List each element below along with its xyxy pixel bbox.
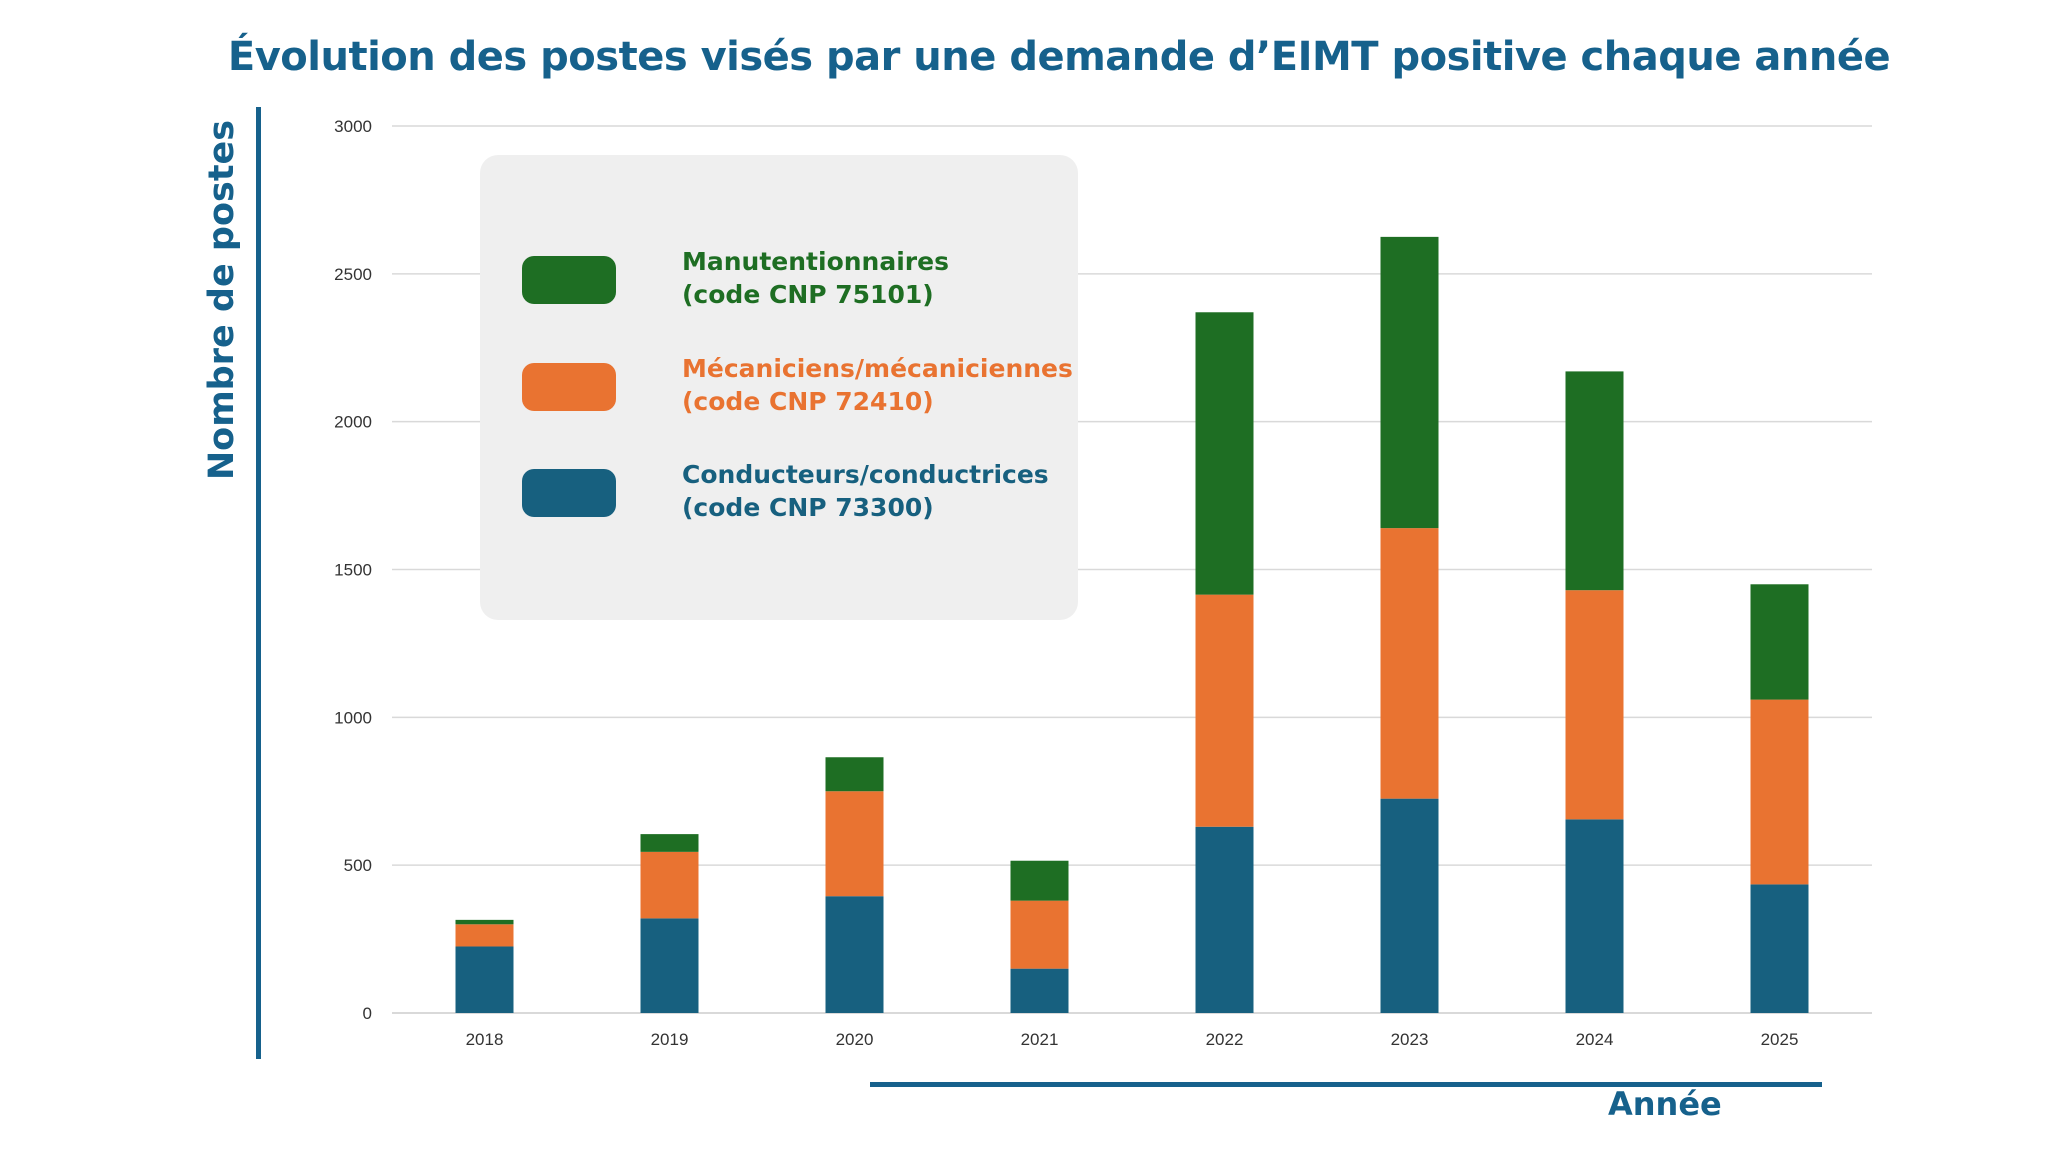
x-tick-label: 2019 (651, 1030, 689, 1049)
bar-segment-2021-series-2 (1010, 860, 1069, 901)
legend-name: Mécaniciens/mécaniciennes (682, 354, 1073, 383)
bar-segment-2024-series-1 (1565, 590, 1624, 820)
legend-name: Conducteurs/conductrices (682, 460, 1049, 489)
legend-label-conducteurs: Conducteurs/conductrices (code CNP 73300… (682, 458, 1122, 524)
x-tick-label: 2022 (1206, 1030, 1244, 1049)
x-tick-label: 2023 (1391, 1030, 1429, 1049)
bars (455, 236, 1809, 1013)
bar-segment-2019-series-1 (640, 851, 699, 919)
legend: Manutentionnaires (code CNP 75101) Mécan… (480, 155, 1078, 620)
x-tick-label: 2020 (836, 1030, 874, 1049)
y-tick-label: 3000 (334, 117, 372, 136)
y-tick-label: 500 (344, 856, 372, 875)
bar-segment-2023-series-0 (1380, 798, 1439, 1013)
x-axis-ticks: 2018 2019 2020 2021 2022 2023 2024 2025 (466, 1030, 1799, 1049)
bar-segment-2025-series-0 (1750, 884, 1809, 1013)
bar-segment-2022-series-0 (1195, 826, 1254, 1013)
y-tick-label: 2500 (334, 265, 372, 284)
y-tick-label: 0 (363, 1004, 372, 1023)
x-axis-title: Année (1608, 1085, 1722, 1123)
bar-segment-2024-series-2 (1565, 371, 1624, 591)
bar-segment-2018-series-1 (455, 924, 514, 947)
bar-segment-2018-series-2 (455, 919, 514, 925)
bar-segment-2018-series-0 (455, 946, 514, 1013)
legend-code: (code CNP 75101) (682, 280, 934, 309)
y-axis-accent-line (256, 107, 261, 1059)
bar-segment-2025-series-1 (1750, 699, 1809, 885)
bar-segment-2021-series-1 (1010, 900, 1069, 969)
bar-segment-2020-series-0 (825, 896, 884, 1013)
bar-segment-2024-series-0 (1565, 819, 1624, 1013)
legend-label-manutentionnaires: Manutentionnaires (code CNP 75101) (682, 245, 1122, 311)
bar-segment-2020-series-2 (825, 757, 884, 792)
legend-code: (code CNP 72410) (682, 387, 934, 416)
legend-label-mecaniciens: Mécaniciens/mécaniciennes (code CNP 7241… (682, 352, 1122, 418)
chart-title: Évolution des postes visés par une deman… (227, 34, 1891, 80)
bar-segment-2023-series-1 (1380, 528, 1439, 799)
legend-code: (code CNP 73300) (682, 493, 934, 522)
legend-swatch-conducteurs (522, 469, 616, 517)
bar-segment-2019-series-0 (640, 918, 699, 1013)
legend-name: Manutentionnaires (682, 247, 949, 276)
y-axis-title: Nombre de postes (202, 119, 242, 481)
y-tick-label: 1500 (334, 561, 372, 580)
y-axis-ticks: 0 500 1000 1500 2000 2500 3000 (334, 117, 372, 1023)
bar-segment-2022-series-2 (1195, 312, 1254, 595)
legend-swatch-manutentionnaires (522, 256, 616, 304)
x-tick-label: 2024 (1576, 1030, 1614, 1049)
y-tick-label: 1000 (334, 708, 372, 727)
bar-segment-2019-series-2 (640, 834, 699, 852)
x-tick-label: 2025 (1761, 1030, 1799, 1049)
bar-segment-2023-series-2 (1380, 236, 1439, 529)
bar-segment-2020-series-1 (825, 791, 884, 897)
bar-segment-2022-series-1 (1195, 594, 1254, 827)
x-axis-accent-line (870, 1082, 1822, 1087)
x-tick-label: 2018 (466, 1030, 504, 1049)
x-tick-label: 2021 (1021, 1030, 1059, 1049)
bar-segment-2021-series-0 (1010, 968, 1069, 1013)
bar-segment-2025-series-2 (1750, 584, 1809, 700)
y-tick-label: 2000 (334, 413, 372, 432)
legend-swatch-mecaniciens (522, 363, 616, 411)
